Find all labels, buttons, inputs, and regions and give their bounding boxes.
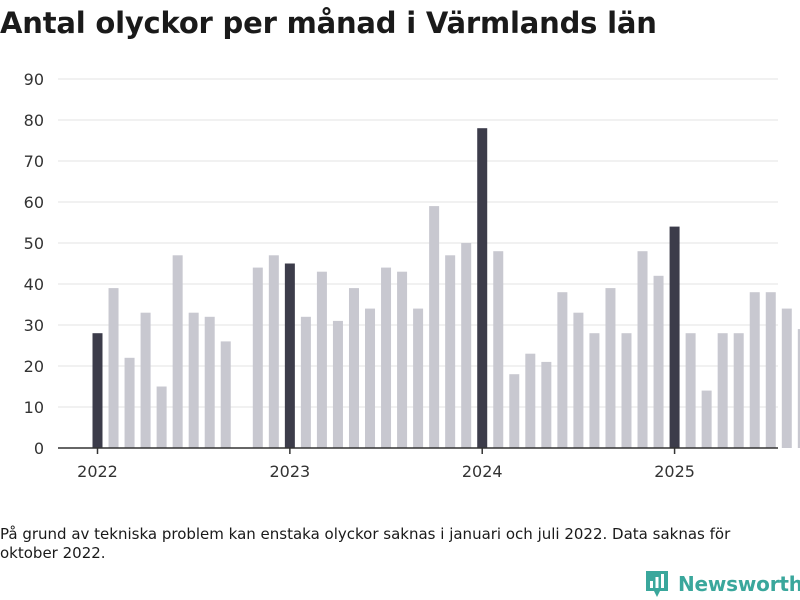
bar-2023-05 (348, 288, 359, 448)
x-tick-label: 2023 (270, 462, 311, 481)
bar-2022-12 (268, 255, 279, 448)
x-tick-label: 2022 (77, 462, 118, 481)
y-tick-label: 20 (24, 357, 44, 376)
bar-2024-07 (573, 312, 584, 448)
bar-2023-09 (413, 308, 424, 448)
footnote: På grund av tekniska problem kan enstaka… (0, 525, 731, 562)
bar-2023-01 (284, 263, 295, 448)
bar-2022-04 (140, 312, 151, 448)
bar-2024-09 (605, 288, 616, 448)
bar-2025-04 (717, 333, 728, 448)
bar-2024-05 (541, 361, 552, 448)
y-tick-label: 70 (24, 152, 44, 171)
bar-2022-03 (124, 357, 135, 448)
y-tick-label: 10 (24, 398, 44, 417)
y-tick-label: 80 (24, 111, 44, 130)
bar-2025-08 (781, 308, 792, 448)
bar-2024-11 (637, 251, 648, 448)
bar-2024-08 (589, 333, 600, 448)
x-axis: 20222023202420252026 (58, 447, 778, 481)
bar-2024-12 (653, 275, 664, 448)
bar-2022-05 (156, 386, 167, 448)
bar-2022-08 (204, 316, 215, 448)
bar-2025-03 (701, 390, 712, 448)
bar-2022-06 (172, 255, 183, 448)
newsworthy-logo-icon (646, 571, 668, 597)
bar-2023-12 (461, 243, 472, 448)
x-tick-label: 2025 (654, 462, 695, 481)
bar-2025-01 (669, 226, 680, 448)
bar-2024-02 (493, 251, 504, 448)
brand-name: Newsworthy (678, 572, 800, 596)
bar-2022-01 (92, 333, 103, 448)
y-tick-label: 40 (24, 275, 44, 294)
bar-2024-01 (477, 128, 488, 448)
bar-2023-10 (429, 206, 440, 448)
bar-2025-06 (749, 292, 760, 448)
bar-2023-11 (445, 255, 456, 448)
y-tick-label: 90 (24, 70, 44, 89)
bar-2022-09 (220, 341, 231, 448)
bar-2023-02 (300, 316, 311, 448)
y-tick-label: 30 (24, 316, 44, 335)
bar-2022-11 (252, 267, 263, 448)
y-tick-label: 60 (24, 193, 44, 212)
bar-2023-03 (316, 271, 327, 448)
bar-2022-02 (108, 288, 119, 448)
bar-2024-04 (525, 353, 536, 448)
grid: 0 10 20 30 40 50 60 70 80 90 (24, 70, 778, 458)
x-tick-label: 2024 (462, 462, 503, 481)
bar-2024-06 (557, 292, 568, 448)
brand: Newsworthy (644, 569, 800, 599)
bar-2023-08 (397, 271, 408, 448)
bar-2023-06 (365, 308, 376, 448)
bar-2025-05 (733, 333, 744, 448)
bar-2025-09 (797, 329, 800, 448)
y-tick-label: 0 (34, 439, 44, 458)
bar-2024-03 (509, 374, 520, 448)
bar-2022-07 (188, 312, 199, 448)
y-tick-label: 50 (24, 234, 44, 253)
bar-2023-07 (381, 267, 392, 448)
chart-title: Antal olyckor per månad i Värmlands län (0, 6, 657, 40)
bars (92, 128, 800, 448)
bar-2025-02 (685, 333, 696, 448)
bar-2025-07 (765, 292, 776, 448)
bar-2023-04 (332, 320, 343, 448)
bar-2024-10 (621, 333, 632, 448)
